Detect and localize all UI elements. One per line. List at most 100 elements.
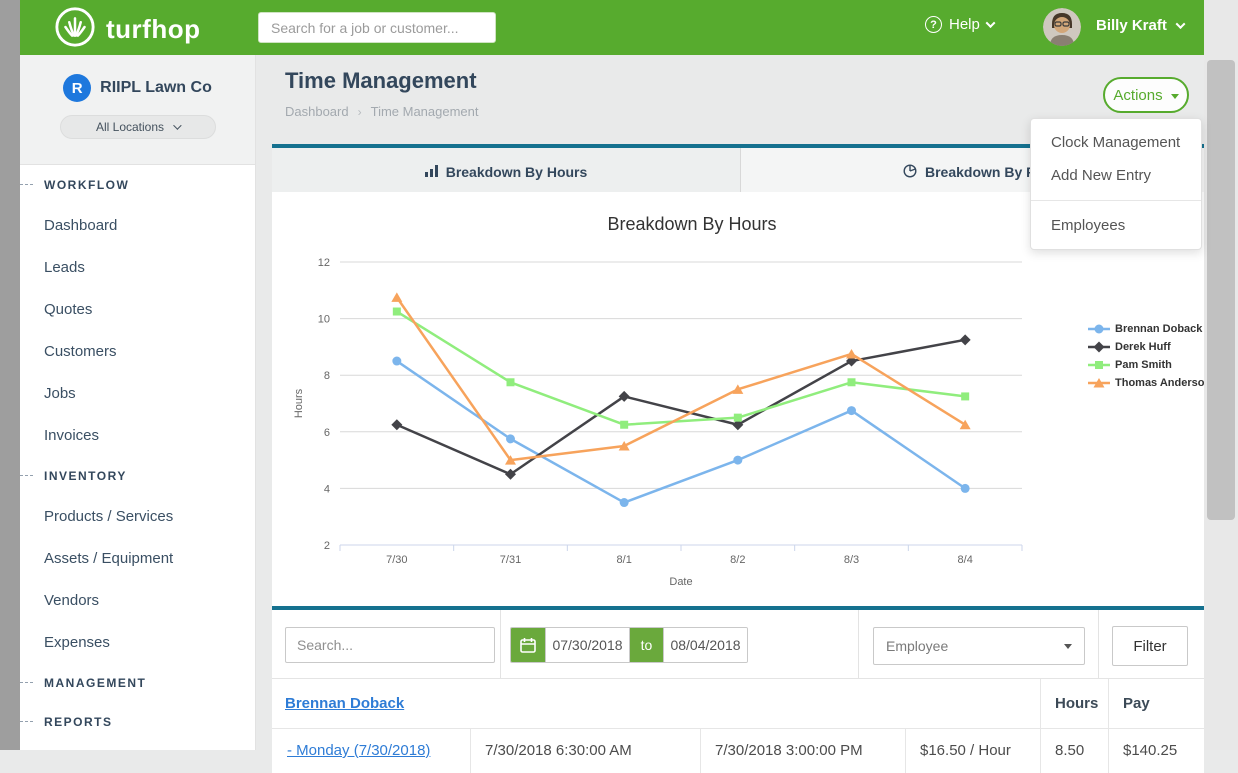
locations-label: All Locations bbox=[95, 120, 165, 134]
brand-logo[interactable]: turfhop bbox=[54, 6, 200, 53]
hours-column-header: Hours bbox=[1040, 679, 1108, 729]
help-icon: ? bbox=[925, 16, 942, 33]
page-title: Time Management bbox=[285, 68, 477, 93]
select-arrow-icon bbox=[1064, 643, 1072, 649]
date-range-picker: to bbox=[510, 627, 748, 663]
scrollbar-thumb[interactable] bbox=[1207, 60, 1235, 520]
sidebar-item-jobs[interactable]: Jobs bbox=[44, 384, 76, 402]
hours-cell: 8.50 bbox=[1040, 729, 1108, 773]
svg-text:8/1: 8/1 bbox=[617, 554, 632, 566]
breadcrumb-current: Time Management bbox=[370, 104, 479, 119]
rate-cell: $16.50 / Hour bbox=[905, 729, 1040, 773]
legend-item[interactable]: Pam Smith bbox=[1088, 356, 1211, 374]
sidebar: R RIIPL Lawn Co All Locations WORKFLOW D… bbox=[20, 55, 256, 750]
breadcrumb-dashboard[interactable]: Dashboard bbox=[285, 104, 349, 119]
pie-chart-icon bbox=[903, 163, 917, 181]
window-edge-strip bbox=[0, 0, 20, 750]
menu-divider bbox=[1031, 200, 1201, 201]
sidebar-item-products-services[interactable]: Products / Services bbox=[44, 507, 174, 525]
svg-text:Date: Date bbox=[669, 576, 692, 588]
pay-cell: $140.25 bbox=[1108, 729, 1204, 773]
svg-text:12: 12 bbox=[318, 257, 330, 269]
hours-chart-panel: Breakdown By Hours 2 4 6 8 10 12 7/30 7/31 8/1 8/… bbox=[272, 192, 1211, 606]
day-link[interactable]: - Monday (7/30/2018) bbox=[287, 742, 431, 759]
chevron-down-icon bbox=[173, 121, 182, 130]
page-scrollbar[interactable] bbox=[1204, 0, 1238, 750]
sidebar-company-block: R RIIPL Lawn Co All Locations bbox=[20, 55, 255, 165]
tree-dash-icon bbox=[20, 184, 33, 185]
company-name: RIIPL Lawn Co bbox=[100, 79, 212, 96]
brand-name: turfhop bbox=[106, 14, 201, 44]
top-navbar: turfhop ? Help Billy Kraft bbox=[20, 0, 1204, 55]
main-content: Time Management Dashboard › Time Managem… bbox=[256, 55, 1211, 773]
svg-text:2: 2 bbox=[324, 540, 330, 552]
pay-column-header: Pay bbox=[1108, 679, 1204, 729]
legend-item[interactable]: Thomas Anderson bbox=[1088, 374, 1211, 392]
locations-dropdown[interactable]: All Locations bbox=[59, 115, 216, 139]
sidebar-item-dashboard[interactable]: Dashboard bbox=[44, 216, 118, 234]
menu-item-clock-management[interactable]: Clock Management bbox=[1051, 134, 1181, 151]
breadcrumb: Dashboard › Time Management bbox=[285, 104, 479, 119]
nav-section-inventory: INVENTORY bbox=[20, 456, 255, 495]
tab-breakdown-by-hours[interactable]: Breakdown By Hours bbox=[272, 148, 740, 196]
chart-title: Breakdown By Hours bbox=[607, 214, 777, 234]
employee-select[interactable]: Employee bbox=[873, 627, 1085, 665]
actions-button[interactable]: Actions bbox=[1103, 77, 1189, 113]
sidebar-nav: WORKFLOW Dashboard Leads Quotes Customer… bbox=[20, 165, 255, 741]
clock-out-cell: 7/30/2018 3:00:00 PM bbox=[700, 729, 905, 773]
user-menu[interactable]: Billy Kraft bbox=[1096, 17, 1186, 34]
company-logo: R bbox=[63, 74, 92, 102]
table-header-row: Brennan Doback Hours Pay bbox=[272, 679, 1204, 729]
svg-text:8: 8 bbox=[324, 370, 330, 382]
bar-chart-icon bbox=[424, 164, 438, 180]
svg-text:8/3: 8/3 bbox=[844, 554, 859, 566]
svg-text:8/4: 8/4 bbox=[958, 554, 973, 566]
employee-group-link[interactable]: Brennan Doback bbox=[285, 695, 405, 712]
caret-down-icon bbox=[1170, 93, 1179, 99]
table-row: - Monday (7/30/2018) 7/30/2018 6:30:00 A… bbox=[272, 729, 1204, 773]
date-to-label: to bbox=[629, 628, 663, 662]
grass-logo-icon bbox=[54, 6, 96, 53]
table-search-input[interactable] bbox=[285, 627, 495, 663]
divider bbox=[858, 610, 859, 678]
hours-line-chart: 2 4 6 8 10 12 7/30 7/31 8/1 8/2 8/3 8/4 Date Hours bbox=[293, 257, 1023, 588]
sidebar-item-invoices[interactable]: Invoices bbox=[44, 426, 100, 444]
chevron-down-icon bbox=[1175, 19, 1186, 30]
sidebar-item-expenses[interactable]: Expenses bbox=[44, 633, 110, 651]
breadcrumb-separator-icon: › bbox=[357, 104, 362, 119]
svg-text:4: 4 bbox=[324, 483, 330, 495]
svg-text:7/30: 7/30 bbox=[386, 554, 407, 566]
help-menu[interactable]: ? Help bbox=[925, 16, 996, 33]
nav-section-reports[interactable]: REPORTS bbox=[20, 702, 255, 741]
date-to-input[interactable] bbox=[663, 628, 747, 662]
filter-bar: to Employee Filter bbox=[272, 606, 1204, 678]
global-search-input[interactable] bbox=[258, 12, 496, 43]
chevron-down-icon bbox=[985, 18, 996, 29]
sidebar-item-vendors[interactable]: Vendors bbox=[44, 591, 100, 609]
svg-text:6: 6 bbox=[324, 427, 330, 439]
calendar-button[interactable] bbox=[511, 628, 545, 662]
tree-dash-icon bbox=[20, 682, 33, 683]
sidebar-item-assets-equipment[interactable]: Assets / Equipment bbox=[44, 549, 174, 567]
svg-text:10: 10 bbox=[318, 314, 330, 326]
timesheet-table: Brennan Doback Hours Pay - Monday (7/30/… bbox=[272, 678, 1204, 773]
nav-section-management[interactable]: MANAGEMENT bbox=[20, 663, 255, 702]
legend-item[interactable]: Derek Huff bbox=[1088, 338, 1211, 356]
svg-text:8/2: 8/2 bbox=[730, 554, 745, 566]
menu-item-add-new-entry[interactable]: Add New Entry bbox=[1051, 167, 1152, 184]
company: R RIIPL Lawn Co bbox=[20, 55, 255, 102]
menu-item-employees[interactable]: Employees bbox=[1051, 217, 1126, 234]
sidebar-item-customers[interactable]: Customers bbox=[44, 342, 117, 360]
sidebar-item-quotes[interactable]: Quotes bbox=[44, 300, 93, 318]
tree-dash-icon bbox=[20, 475, 33, 476]
help-label: Help bbox=[949, 16, 980, 33]
tree-dash-icon bbox=[20, 721, 33, 722]
date-from-input[interactable] bbox=[545, 628, 629, 662]
sidebar-item-leads[interactable]: Leads bbox=[44, 258, 85, 276]
svg-text:Hours: Hours bbox=[293, 388, 305, 418]
user-avatar[interactable] bbox=[1043, 8, 1081, 46]
divider bbox=[500, 610, 501, 678]
filter-button[interactable]: Filter bbox=[1112, 626, 1188, 666]
user-name: Billy Kraft bbox=[1096, 17, 1167, 34]
legend-item[interactable]: Brennan Doback bbox=[1088, 320, 1211, 338]
